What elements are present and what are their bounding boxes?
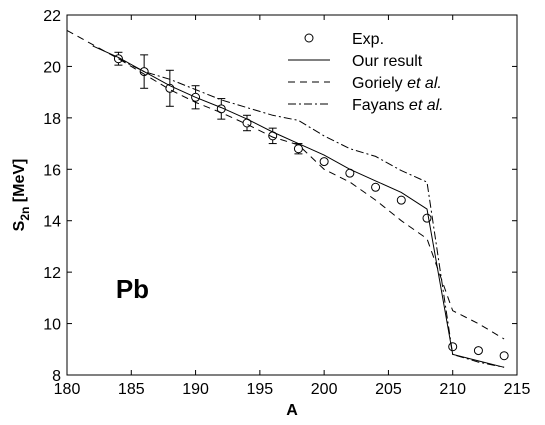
series-1: [92, 45, 505, 368]
x-tick-label: 200: [311, 381, 338, 398]
exp-point: [371, 182, 381, 192]
x-tick-label: 180: [54, 381, 81, 398]
x-tick-label: 195: [247, 381, 274, 398]
y-tick-label: 20: [43, 59, 61, 76]
legend-entry-0: Exp.: [304, 31, 384, 48]
exp-point: [499, 351, 509, 361]
legend-label-name: Exp.: [352, 31, 384, 48]
x-axis-title: A: [286, 402, 298, 419]
y-tick-label: 14: [43, 214, 61, 231]
x-tick-label: 190: [182, 381, 209, 398]
exp-point: [293, 144, 303, 154]
exp-point: [448, 342, 458, 352]
x-tick-label: 215: [504, 381, 531, 398]
y-axis-title-sub: 2n: [18, 207, 32, 221]
series-line: [66, 29, 505, 340]
nucleus-annotation: Pb: [116, 274, 149, 304]
legend-label: Goriely et al.: [352, 75, 442, 92]
legend-marker: [304, 33, 314, 43]
legend-label: Our result: [352, 53, 423, 70]
y-tick-label: 22: [43, 8, 61, 25]
axes-layer: 180 185 190 195 200 205 210 215 8 10 12 14 16 18 20 22: [43, 8, 530, 398]
exp-point: [422, 213, 432, 223]
legend-label-suffix: et al.: [404, 97, 443, 114]
y-tick-label: 12: [43, 265, 61, 282]
y-axis-title-unit: [MeV]: [11, 159, 28, 207]
axis-titles: A S2n [MeV]: [11, 159, 298, 419]
y-axis-title: S2n [MeV]: [11, 159, 32, 232]
y-tick-label: 18: [43, 111, 61, 128]
legend-label: Exp.: [352, 31, 384, 48]
legend-label-name: Our result: [352, 53, 423, 70]
exp-point: [319, 157, 329, 167]
y-axis-title-main: S: [11, 220, 28, 231]
exp-point: [396, 195, 406, 205]
legend-label: Fayans et al.: [352, 97, 444, 114]
series-0: [113, 51, 509, 361]
legend-entry-3: Fayans et al.: [288, 97, 444, 114]
x-tick-label: 205: [375, 381, 402, 398]
legend-label-name: Goriely: [352, 75, 403, 92]
x-tick-label: 185: [118, 381, 145, 398]
series-line: [92, 45, 505, 368]
annotation-layer: Pb: [116, 274, 149, 304]
y-tick-label: 16: [43, 162, 61, 179]
legend-label-name: Fayans: [352, 97, 404, 114]
exp-point: [473, 346, 483, 356]
series-3: [118, 58, 505, 368]
legend-entry-2: Goriely et al.: [288, 75, 442, 92]
legend-entry-1: Our result: [288, 53, 423, 70]
legend-label-suffix: et al.: [403, 75, 442, 92]
x-tick-label: 210: [439, 381, 466, 398]
series-line: [118, 58, 505, 368]
plot-frame: [66, 14, 518, 376]
series-layer: [66, 29, 509, 368]
y-tick-label: 10: [43, 317, 61, 334]
series-2: [66, 29, 505, 340]
y-tick-label: 8: [52, 368, 61, 385]
